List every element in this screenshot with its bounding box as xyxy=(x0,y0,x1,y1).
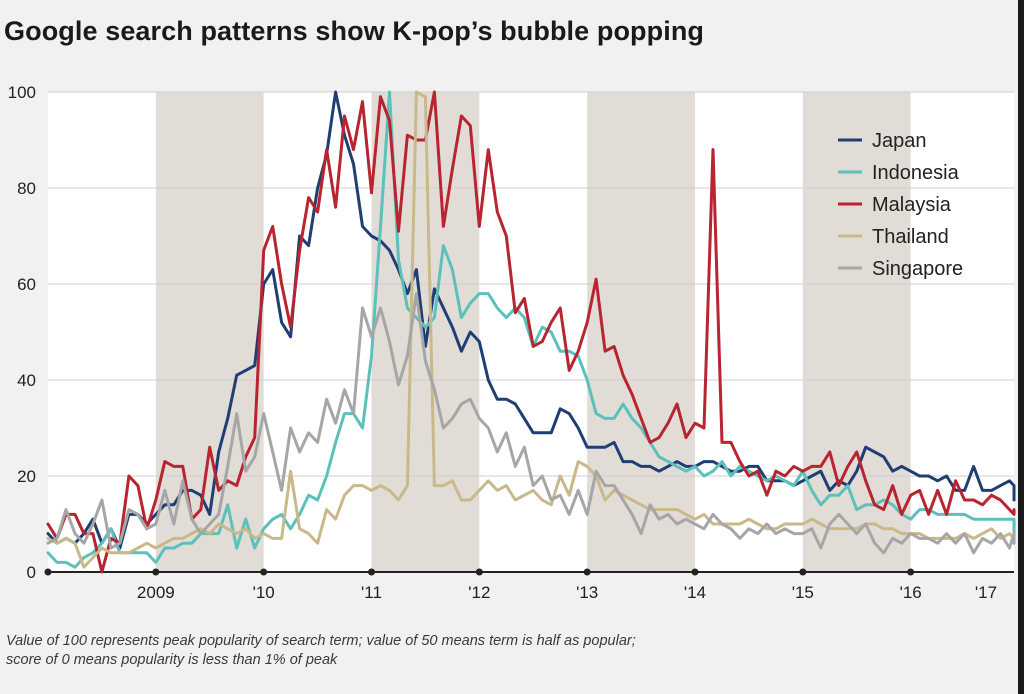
x-tick-label-1: '10 xyxy=(253,583,275,602)
x-tick-label-2: '11 xyxy=(361,583,382,602)
x-tick-mark-7 xyxy=(799,568,807,576)
footnote-line-1: Value of 100 represents peak popularity … xyxy=(6,633,636,649)
footnote: Value of 100 represents peak popularity … xyxy=(6,632,636,670)
x-tick-label-4: '13 xyxy=(576,583,598,602)
footnote-line-2: score of 0 means popularity is less than… xyxy=(6,652,338,668)
x-tick-label-3: '12 xyxy=(468,583,490,602)
shaded-band-2 xyxy=(587,92,695,572)
y-tick-label-60: 60 xyxy=(17,275,36,294)
legend-label-thailand: Thailand xyxy=(872,226,949,248)
series-line-singapore xyxy=(46,292,1016,555)
x-tick-mark-0 xyxy=(44,568,52,576)
y-tick-label-0: 0 xyxy=(27,563,36,582)
series-line-thailand xyxy=(46,90,1016,569)
series-line-japan xyxy=(46,90,1016,550)
x-tick-mark-8 xyxy=(907,568,915,576)
legend-label-malaysia: Malaysia xyxy=(872,194,952,216)
x-tick-label-7: '16 xyxy=(900,583,922,602)
x-tick-label-8: '17 xyxy=(975,583,997,602)
legend-label-singapore: Singapore xyxy=(872,258,963,280)
x-tick-label-6: '15 xyxy=(792,583,814,602)
chart-title: Google search patterns show K-pop’s bubb… xyxy=(4,16,705,46)
y-tick-label-20: 20 xyxy=(17,467,36,486)
x-tick-mark-3 xyxy=(367,568,375,576)
x-tick-label-5: '14 xyxy=(684,583,706,602)
x-tick-mark-2 xyxy=(260,568,268,576)
series-line-malaysia xyxy=(46,90,1016,574)
x-tick-mark-1 xyxy=(152,568,160,576)
legend-label-japan: Japan xyxy=(872,130,927,152)
shaded-band-0 xyxy=(155,92,264,572)
y-tick-label-40: 40 xyxy=(17,371,36,390)
x-tick-label-0: 2009 xyxy=(137,583,175,602)
x-tick-mark-6 xyxy=(691,568,699,576)
y-tick-label-100: 100 xyxy=(8,83,36,102)
x-tick-mark-5 xyxy=(583,568,591,576)
frame-edge xyxy=(1018,0,1024,694)
y-tick-label-80: 80 xyxy=(17,179,36,198)
legend-label-indonesia: Indonesia xyxy=(872,162,960,184)
x-tick-mark-4 xyxy=(475,568,483,576)
